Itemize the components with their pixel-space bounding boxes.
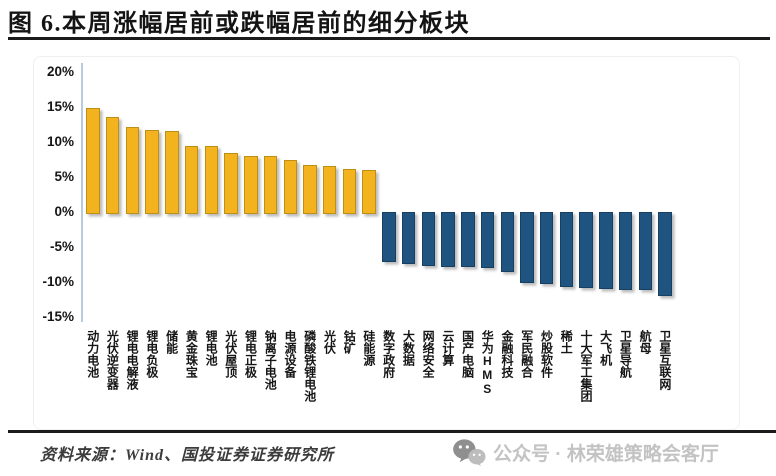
y-axis-tick: 0% xyxy=(54,204,74,219)
bar-18 xyxy=(441,212,455,268)
category-label-17: 网络安全 xyxy=(421,330,436,378)
source-note: 资料来源：Wind、国投证券证券研究所 xyxy=(40,447,334,464)
bar-5 xyxy=(184,145,199,214)
bar-6 xyxy=(204,146,219,214)
category-label-11: 磷酸铁锂电池 xyxy=(302,330,317,402)
y-axis-tick: -10% xyxy=(42,274,74,289)
bar-8 xyxy=(244,156,258,214)
bar-23 xyxy=(539,212,554,284)
y-axis-tick: 10% xyxy=(46,134,74,149)
bar-17 xyxy=(421,212,436,266)
bar-29 xyxy=(658,212,672,296)
category-label-18: 云计算 xyxy=(440,330,455,366)
y-axis-tick: 20% xyxy=(46,64,74,79)
bar-0 xyxy=(86,108,100,214)
category-label-20: 华为HMS xyxy=(480,330,495,396)
category-label-22: 军民融合 xyxy=(519,330,534,378)
bar-14 xyxy=(362,170,376,214)
y-axis-tick: -15% xyxy=(42,309,74,324)
category-label-6: 锂电池 xyxy=(204,330,219,366)
bar-22 xyxy=(520,212,534,283)
y-axis-tick: -5% xyxy=(49,239,74,254)
y-axis-tick: 5% xyxy=(54,169,74,184)
category-label-21: 金融科技 xyxy=(500,330,515,378)
category-label-0: 动力电池 xyxy=(85,330,100,378)
category-label-3: 锂电负极 xyxy=(144,330,159,378)
bar-2 xyxy=(125,127,140,214)
category-label-5: 黄金珠宝 xyxy=(184,330,199,378)
bar-10 xyxy=(283,159,297,214)
bar-4 xyxy=(165,130,179,214)
category-label-13: 钴矿 xyxy=(342,330,357,354)
bar-27 xyxy=(618,212,633,290)
category-label-12: 光伏 xyxy=(322,330,337,354)
category-label-2: 锂电电解液 xyxy=(125,330,140,390)
category-label-14: 硅能源 xyxy=(361,330,376,366)
category-label-29: 卫星互联网 xyxy=(657,330,672,390)
figure-title: 图 6.本周涨幅居前或跌幅居前的细分板块 xyxy=(8,11,470,37)
bar-16 xyxy=(401,212,416,264)
category-label-25: 十大军工集团 xyxy=(578,330,593,402)
bar-24 xyxy=(559,212,574,287)
bar-13 xyxy=(342,169,357,214)
bar-28 xyxy=(638,212,653,291)
category-label-10: 电源设备 xyxy=(283,330,297,378)
bar-25 xyxy=(579,212,593,288)
category-label-16: 大数据 xyxy=(401,330,416,366)
y-axis-tick: 15% xyxy=(46,99,74,114)
bar-21 xyxy=(500,212,515,273)
bar-26 xyxy=(599,212,613,289)
category-label-27: 卫星导航 xyxy=(618,330,633,378)
category-label-8: 锂电正极 xyxy=(243,330,258,378)
watermark-text: 公众号 · 林荣雄策略会客厅 xyxy=(493,443,719,465)
category-label-23: 炒股软件 xyxy=(539,330,554,378)
category-label-15: 数字政府 xyxy=(381,330,396,378)
category-label-19: 国产电脑 xyxy=(460,330,475,378)
bar-7 xyxy=(224,153,238,214)
watermark: 公众号 · 林荣雄策略会客厅 xyxy=(452,438,719,466)
category-label-1: 光伏逆变器 xyxy=(105,330,120,390)
bar-3 xyxy=(145,130,159,214)
bar-19 xyxy=(461,212,475,267)
wechat-icon xyxy=(453,439,486,466)
category-label-9: 钠离子电池 xyxy=(263,330,278,390)
bar-20 xyxy=(480,212,495,268)
y-axis-line xyxy=(81,63,83,322)
footer-divider xyxy=(8,430,776,433)
category-label-4: 储能 xyxy=(164,330,179,354)
bar-9 xyxy=(263,156,278,214)
category-label-24: 稀土 xyxy=(559,330,574,354)
category-label-28: 航母 xyxy=(638,330,653,354)
bar-1 xyxy=(105,116,120,214)
title-underline xyxy=(8,37,770,40)
bar-11 xyxy=(303,165,317,214)
bar-12 xyxy=(322,165,337,214)
category-label-26: 大飞机 xyxy=(598,330,613,366)
bar-15 xyxy=(382,212,396,263)
category-label-7: 光伏屋顶 xyxy=(223,330,238,378)
